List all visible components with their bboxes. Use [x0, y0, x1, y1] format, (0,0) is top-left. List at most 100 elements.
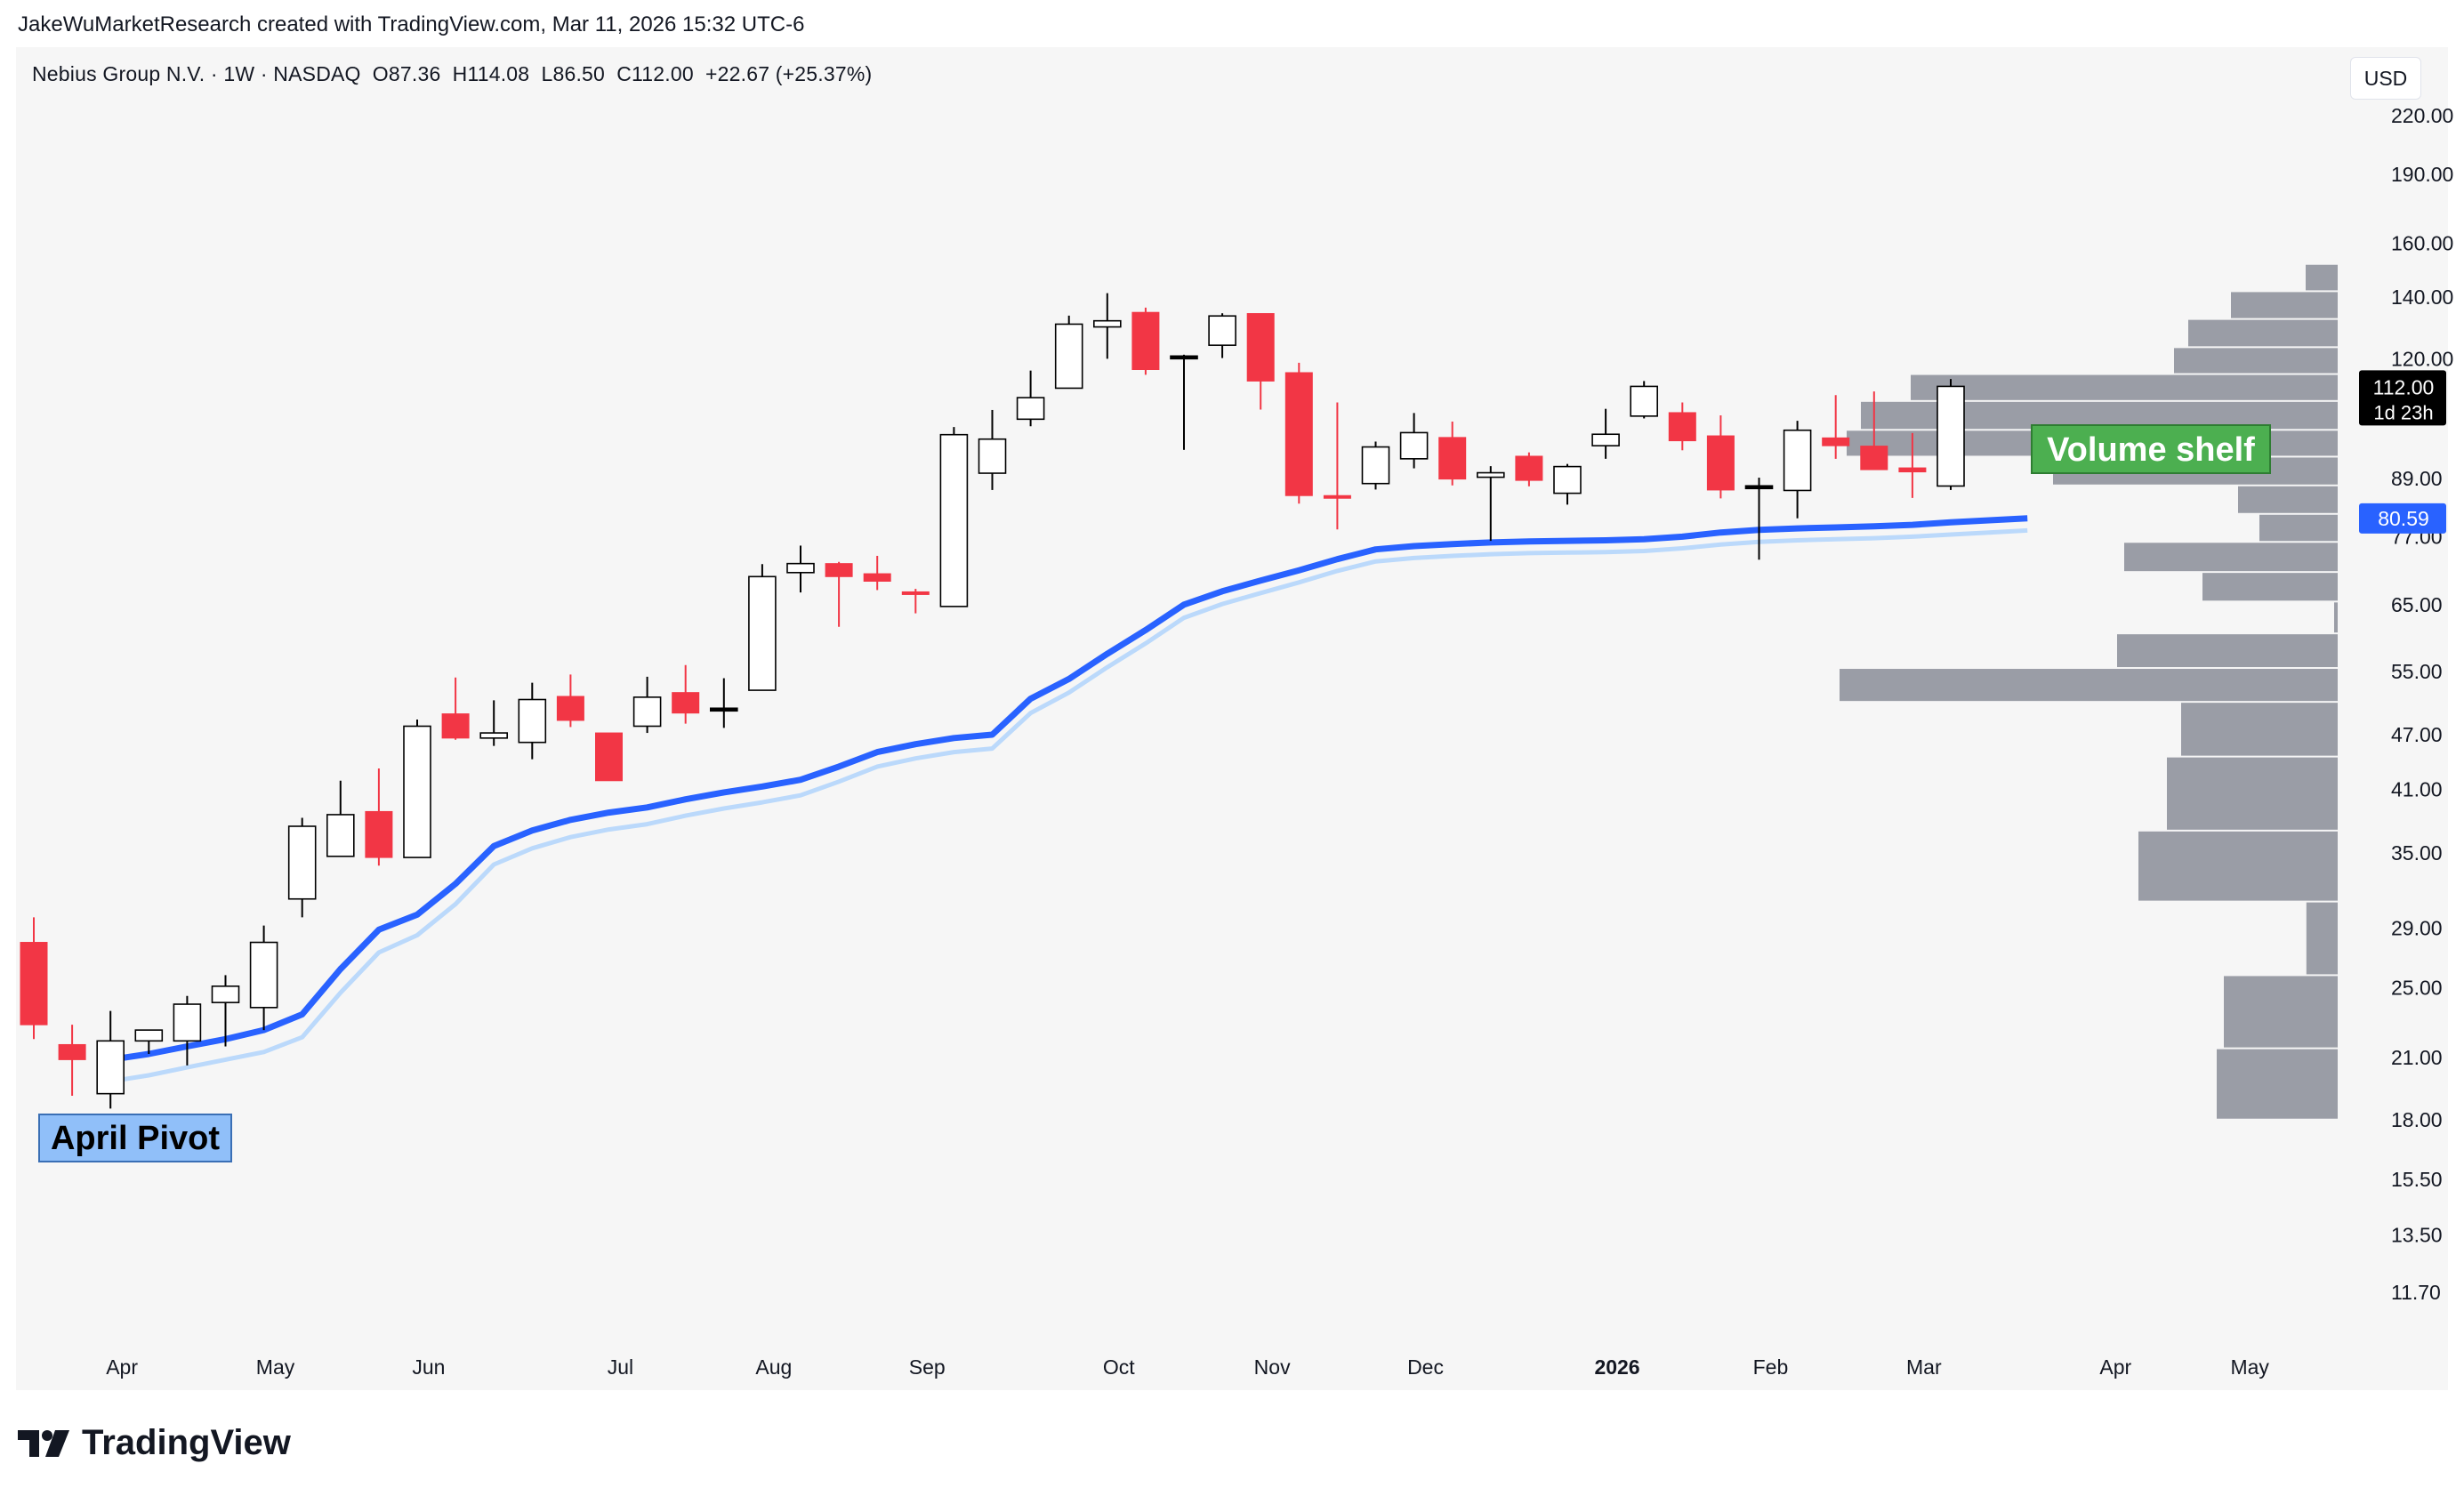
candle[interactable] [1131, 307, 1160, 375]
y-axis-tick-label: 65.00 [2391, 593, 2443, 616]
candle[interactable] [1591, 408, 1620, 459]
volume-profile-bar [1840, 669, 2338, 702]
bar-countdown-label: 1d 23h [2373, 401, 2433, 423]
candle[interactable] [1054, 315, 1083, 390]
candle-body [863, 573, 891, 582]
y-axis-tick-label: 29.00 [2391, 917, 2443, 940]
candle-body [58, 1043, 86, 1060]
candle[interactable] [1399, 413, 1429, 469]
currency-selector[interactable]: USD [2350, 57, 2421, 100]
x-axis-tick-label: 2026 [1594, 1355, 1639, 1379]
candle[interactable] [326, 780, 355, 857]
candle[interactable] [134, 1029, 164, 1054]
volume-profile-bar [2202, 573, 2338, 601]
candle-body [1744, 485, 1774, 490]
candle-body [365, 810, 393, 858]
candle-body [1898, 467, 1927, 473]
candle-body [1246, 313, 1275, 382]
candle-body [595, 732, 623, 782]
candle-body [1208, 315, 1236, 346]
volume-profile-bar [2138, 831, 2338, 901]
candle-body [1515, 455, 1543, 481]
candle[interactable] [939, 427, 969, 607]
candle[interactable] [403, 720, 431, 858]
candle[interactable] [1361, 441, 1390, 490]
x-axis-tick-label: May [2230, 1355, 2269, 1379]
volume-profile-bar [2174, 348, 2338, 374]
candlesticks [20, 293, 1965, 1109]
candle[interactable] [1744, 478, 1774, 560]
candle[interactable] [1284, 362, 1313, 504]
y-axis-tick-label: 13.50 [2391, 1223, 2443, 1246]
candle[interactable] [1668, 402, 1696, 451]
last-price-label: 112.00 [2373, 375, 2435, 398]
candle[interactable] [595, 732, 623, 782]
candle[interactable] [211, 975, 240, 1047]
candle-body [96, 1040, 125, 1095]
y-axis-tick-label: 160.00 [2391, 232, 2453, 255]
candle[interactable] [1783, 421, 1812, 519]
candle-body [556, 696, 584, 721]
candle[interactable] [20, 917, 48, 1040]
x-axis-tick-label: Oct [1103, 1355, 1135, 1379]
april-pivot-box[interactable] [38, 1114, 232, 1162]
candle[interactable] [58, 1025, 86, 1097]
candle-body [1477, 471, 1505, 479]
candle-body [786, 562, 815, 574]
candle[interactable] [1515, 452, 1543, 487]
candle-body [1822, 437, 1850, 446]
candle[interactable] [1860, 391, 1888, 471]
chart-area[interactable] [16, 47, 2448, 1390]
candle[interactable] [672, 664, 700, 724]
candle[interactable] [786, 545, 815, 593]
candle[interactable] [748, 564, 777, 691]
candle[interactable] [479, 700, 509, 746]
candle-body [1668, 412, 1696, 442]
candle[interactable] [901, 589, 930, 614]
volume-profile-bar [2334, 602, 2338, 633]
candle[interactable] [1016, 370, 1045, 427]
y-axis-tick-label: 120.00 [2391, 347, 2453, 370]
candle[interactable] [863, 555, 891, 591]
candle[interactable] [1706, 414, 1735, 499]
candle[interactable] [1093, 293, 1122, 359]
candle[interactable] [1898, 432, 1927, 498]
candle[interactable] [632, 676, 662, 734]
candle[interactable] [1323, 402, 1351, 530]
tradingview-logo-text: TradingView [82, 1423, 291, 1462]
candle[interactable] [1822, 395, 1850, 459]
candle[interactable] [1170, 354, 1198, 450]
candle[interactable] [1246, 313, 1275, 410]
y-axis-tick-label: 35.00 [2391, 841, 2443, 865]
candle[interactable] [1208, 313, 1236, 358]
tradingview-logo[interactable]: TradingView [18, 1423, 291, 1463]
candle[interactable] [441, 677, 470, 740]
candle-body [939, 433, 969, 607]
y-axis-tick-label: 140.00 [2391, 286, 2453, 309]
candle[interactable] [709, 678, 738, 728]
candle[interactable] [1630, 381, 1658, 419]
volume-shelf-box[interactable] [2031, 424, 2271, 474]
candle[interactable] [1438, 421, 1467, 486]
candle[interactable] [1937, 379, 1965, 490]
candle[interactable] [518, 682, 547, 760]
candle[interactable] [287, 817, 317, 918]
candle[interactable] [556, 674, 584, 728]
candle[interactable] [365, 768, 393, 866]
candle-body [134, 1029, 164, 1042]
ema-fast-line [109, 515, 2028, 1063]
candle[interactable] [173, 995, 202, 1066]
candle[interactable] [978, 409, 1007, 490]
candle-body [1860, 446, 1888, 471]
candle-body [1783, 429, 1812, 492]
volume-profile-bar [1911, 374, 2338, 400]
candle-body [1591, 433, 1620, 446]
candle-body [672, 692, 700, 714]
candle[interactable] [1477, 466, 1505, 542]
candle-body [825, 563, 853, 577]
candle[interactable] [1553, 463, 1582, 505]
candle[interactable] [249, 925, 278, 1031]
candle[interactable] [96, 1010, 125, 1109]
candle[interactable] [825, 561, 853, 627]
